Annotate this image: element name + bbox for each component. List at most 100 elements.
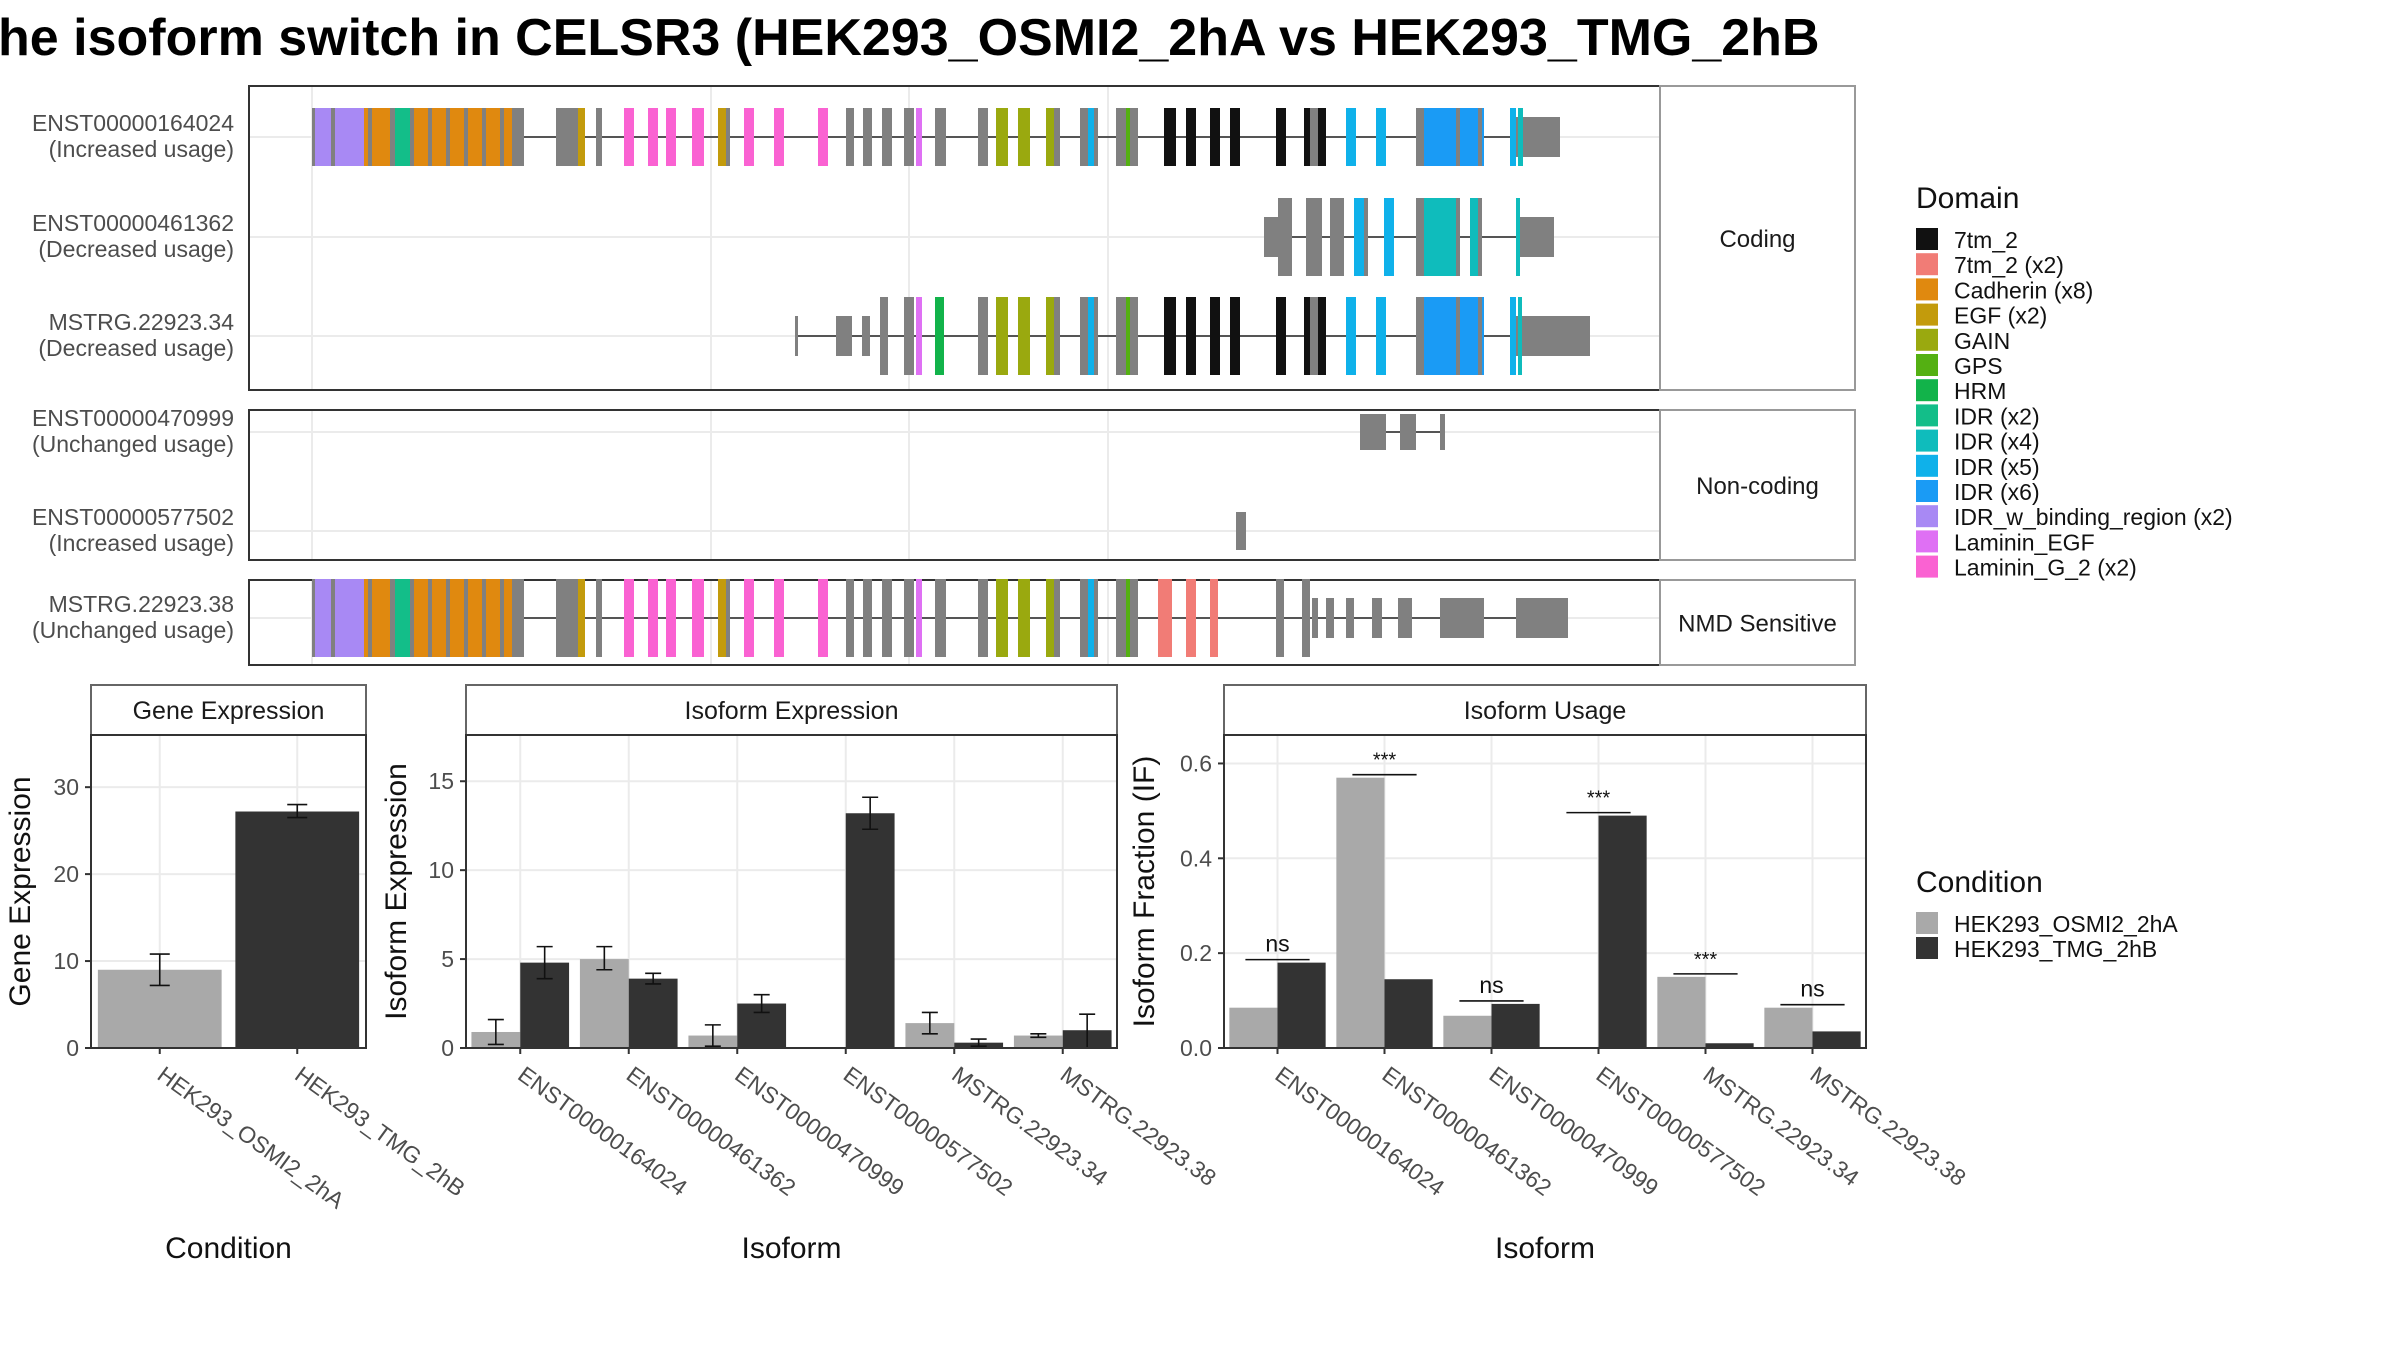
domain-block (1126, 297, 1130, 375)
bar (1013, 1035, 1063, 1048)
domain-block (1346, 108, 1356, 166)
transcript-id-label: ENST00000470999 (32, 405, 234, 431)
domain-block (1210, 297, 1220, 375)
domain-block (1424, 108, 1436, 166)
bar (235, 811, 360, 1048)
domain-block (1186, 108, 1196, 166)
exon-block (882, 108, 892, 166)
legend-label: IDR_w_binding_region (x2) (1954, 504, 2233, 530)
transcript-id-label: ENST00000577502 (32, 504, 234, 530)
domain-block (364, 579, 368, 657)
domain-block (935, 297, 944, 375)
exon-block (1440, 414, 1445, 450)
domain-block (916, 579, 922, 657)
exon-block (1456, 198, 1460, 276)
y-axis-title: Isoform Expression (380, 763, 413, 1020)
utr-block (1346, 598, 1354, 638)
exon-block (1276, 579, 1284, 657)
transcript-usage-label: (Increased usage) (49, 530, 234, 556)
legend-swatch (1916, 555, 1938, 578)
exon-block (1080, 108, 1088, 166)
domain-block (996, 579, 1008, 657)
legend-swatch (1916, 354, 1938, 376)
utr-block (1264, 217, 1278, 257)
exon-block (1116, 579, 1126, 657)
y-tick-label: 0 (66, 1035, 79, 1061)
significance-label: *** (1373, 750, 1397, 772)
bar (579, 959, 629, 1048)
transcript-ENST00000577502 (1236, 512, 1246, 550)
domain-block (1346, 297, 1356, 375)
domain-block (1210, 108, 1220, 166)
significance-label: *** (1587, 788, 1611, 810)
domain-block (414, 579, 428, 657)
domain-block (1518, 108, 1523, 166)
utr-block (1520, 217, 1554, 257)
domain-block (1304, 297, 1310, 375)
domain-block (1164, 297, 1176, 375)
domain-block (1046, 297, 1054, 375)
exon-block (1416, 297, 1424, 375)
exon-block (935, 108, 946, 166)
exon-block (1416, 108, 1424, 166)
domain-block (718, 108, 726, 166)
domain-block (1470, 198, 1478, 276)
significance-label: ns (1265, 931, 1289, 957)
exon-block (1116, 297, 1126, 375)
legend-swatch (1916, 278, 1938, 301)
domain-block (1164, 108, 1176, 166)
exon-block (978, 108, 988, 166)
exon-block (410, 579, 414, 657)
domain-block (578, 108, 585, 166)
exon-block (446, 108, 450, 166)
domain-block (996, 297, 1008, 375)
transcript-usage-label: (Unchanged usage) (32, 431, 234, 457)
y-tick-label: 0.4 (1180, 845, 1212, 871)
exon-block (978, 297, 988, 375)
bar (1277, 962, 1326, 1048)
legend-swatch (1916, 303, 1938, 326)
exon-block (368, 108, 372, 166)
legend-label: GPS (1954, 353, 2003, 379)
y-tick-label: 0 (441, 1035, 454, 1061)
exon-block (368, 579, 372, 657)
exon-block (464, 579, 468, 657)
domain-block (335, 579, 364, 657)
exon-block (556, 579, 578, 657)
exon-block (726, 108, 730, 166)
transcript-usage-label: (Unchanged usage) (32, 617, 234, 643)
plot-border (90, 734, 367, 1049)
domain-block (666, 579, 676, 657)
exon-block (1416, 198, 1424, 276)
domain-block (1088, 297, 1094, 375)
bar (1764, 1007, 1813, 1048)
legend-swatch (1916, 454, 1938, 477)
exon-block (331, 579, 335, 657)
y-tick-label: 0.6 (1180, 750, 1212, 776)
legend-label: EGF (x2) (1954, 303, 2047, 329)
domain-block (432, 108, 446, 166)
y-tick-label: 5 (441, 946, 454, 972)
exon-block (312, 579, 316, 657)
y-tick-label: 0.2 (1180, 940, 1212, 966)
exon-block (1116, 108, 1126, 166)
utr-block (1440, 598, 1484, 638)
domain-block (372, 579, 390, 657)
exon-block (1054, 579, 1060, 657)
legend-label: GAIN (1954, 328, 2010, 354)
exon-block (1456, 297, 1460, 375)
domain-block (1518, 297, 1522, 375)
domain-block (450, 579, 464, 657)
exon-block (390, 108, 395, 166)
legend-swatch (1916, 253, 1938, 276)
domain-block (1088, 108, 1094, 166)
legend-label: IDR (x4) (1954, 429, 2040, 455)
y-axis-title: Isoform Fraction (IF) (1128, 756, 1161, 1028)
exon-block (390, 579, 395, 657)
domain-block (1318, 108, 1326, 166)
transcript-id-label: ENST00000164024 (32, 110, 234, 136)
domain-block (1424, 198, 1436, 276)
